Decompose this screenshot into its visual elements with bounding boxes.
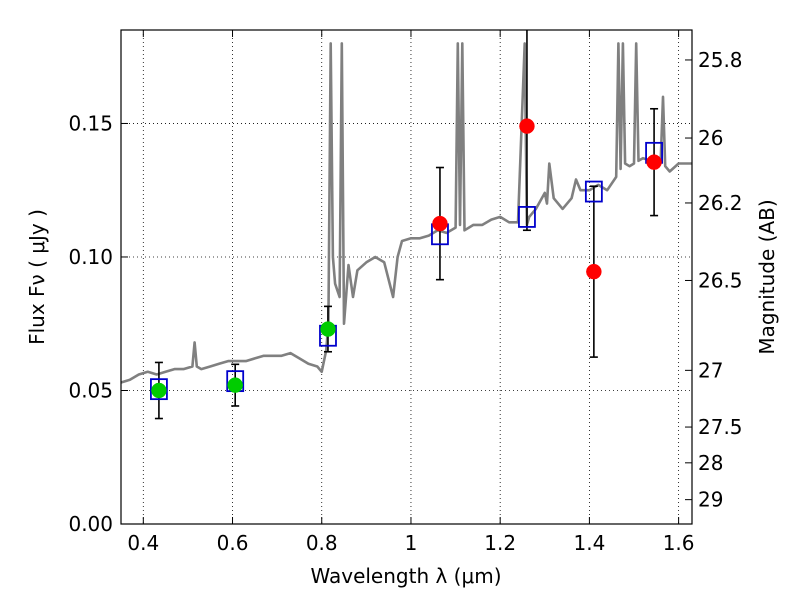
observed-point — [646, 154, 662, 170]
x-tick-label: 1 — [405, 531, 418, 555]
y2-axis-label: Magnitude (AB) — [755, 199, 779, 354]
x-tick-label: 1.2 — [484, 531, 516, 555]
y2-tick-label: 26.5 — [698, 268, 743, 292]
x-axis: 0.4 0.6 0.8 1 1.2 1.4 1.6 — [127, 30, 695, 555]
y2-tick-label: 27 — [698, 358, 723, 382]
y-tick-label: 0.00 — [68, 512, 113, 536]
y2-axis: 25.8 26 26.2 26.5 27 27.5 28 29 — [685, 48, 743, 512]
model-spectrum-line — [121, 42, 692, 384]
y2-tick-label: 29 — [698, 488, 723, 512]
observed-point — [227, 377, 243, 393]
y2-tick-label: 27.5 — [698, 415, 743, 439]
y2-tick-label: 26 — [698, 126, 723, 150]
y-tick-label: 0.10 — [68, 245, 113, 269]
x-axis-label: Wavelength λ (μm) — [310, 564, 501, 588]
observed-point — [320, 321, 336, 337]
y-tick-label: 0.05 — [68, 378, 113, 402]
y-axis: 0.00 0.05 0.10 0.15 — [68, 111, 128, 536]
observed-point — [151, 382, 167, 399]
plot-area — [121, 30, 692, 524]
x-tick-label: 0.4 — [127, 531, 159, 555]
observed-point — [432, 215, 448, 232]
model-photometry-square — [584, 180, 603, 203]
y2-tick-label: 26.2 — [698, 191, 743, 215]
y-tick-label: 0.15 — [68, 111, 113, 135]
observed-point — [519, 118, 535, 134]
x-tick-label: 1.6 — [663, 531, 695, 555]
model-photometry-square — [150, 378, 168, 401]
plot-frame — [120, 29, 693, 525]
y2-tick-label: 28 — [698, 451, 723, 475]
marker-layer — [150, 118, 663, 401]
x-tick-label: 1.4 — [573, 531, 605, 555]
y-axis-label: Flux Fν ( μJy ) — [25, 209, 49, 345]
x-tick-label: 0.6 — [217, 531, 249, 555]
x-tick-label: 0.8 — [306, 531, 338, 555]
y2-tick-label: 25.8 — [698, 48, 743, 72]
spectrum-layer — [121, 42, 692, 384]
model-photometry-square — [518, 206, 536, 228]
observed-point — [586, 263, 602, 280]
